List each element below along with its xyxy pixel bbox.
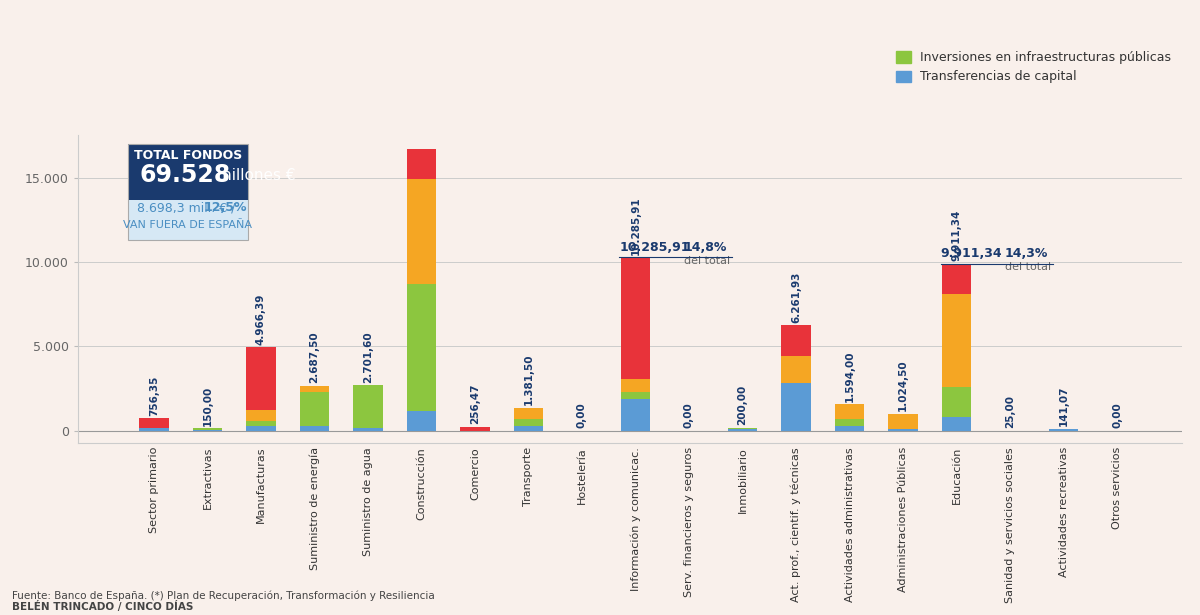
Text: 25,00: 25,00 [1006,395,1015,428]
Bar [514,426,544,431]
Text: 4.966,39: 4.966,39 [256,293,266,344]
Bar [835,426,864,431]
Text: 14,8%: 14,8% [684,241,727,254]
Bar [888,414,918,429]
Text: 200,00: 200,00 [738,385,748,425]
Bar [300,386,329,392]
Bar [300,426,329,431]
Text: 2.701,60: 2.701,60 [362,331,373,383]
Bar [246,347,276,410]
Bar [353,427,383,431]
Bar [128,144,247,240]
Text: 1.381,50: 1.381,50 [523,354,534,405]
Text: 69.528: 69.528 [139,163,230,187]
Bar [407,284,436,411]
Bar [620,392,650,399]
Bar [139,428,168,431]
Bar [461,427,490,431]
Text: BELÉN TRINCADO / CINCO DÍAS: BELÉN TRINCADO / CINCO DÍAS [12,601,193,612]
Bar [888,429,918,431]
Bar [620,399,650,431]
Bar [781,355,811,383]
Bar [128,144,247,199]
Text: 2.687,50: 2.687,50 [310,331,319,383]
Bar [942,417,971,431]
Bar [620,379,650,392]
Bar [407,179,436,284]
Legend: Inversiones en infraestructuras públicas, Transferencias de capital: Inversiones en infraestructuras públicas… [890,46,1176,89]
Text: 9.911,34: 9.911,34 [941,247,1002,260]
Bar [620,257,650,379]
Text: Fuente: Banco de España. (*) Plan de Recuperación, Transformación y Resiliencia: Fuente: Banco de España. (*) Plan de Rec… [12,591,434,601]
Bar [193,429,222,430]
Bar [781,325,811,355]
Bar [300,392,329,426]
Bar [246,426,276,431]
Text: millones €: millones € [212,167,295,183]
Text: 8.698,3 mill. € /: 8.698,3 mill. € / [137,202,239,215]
Text: 12,5%: 12,5% [204,202,247,215]
Text: 0,00: 0,00 [1112,403,1122,429]
Bar [514,419,544,426]
Bar [727,429,757,431]
Text: 150,00: 150,00 [203,386,212,426]
Bar [514,408,544,419]
Text: 0,00: 0,00 [577,403,587,429]
Bar [727,427,757,429]
Text: 756,35: 756,35 [149,375,158,416]
Text: del total: del total [684,256,730,266]
Text: 10.285,91: 10.285,91 [619,241,690,254]
Bar [246,410,276,421]
Bar [781,383,811,431]
Bar [353,386,383,427]
Text: 141,07: 141,07 [1058,386,1068,426]
Text: 1.594,00: 1.594,00 [845,350,854,402]
Text: 10.285,91: 10.285,91 [630,196,641,255]
Text: 0,00: 0,00 [684,403,694,429]
Text: del total: del total [1004,262,1051,272]
Text: VAN FUERA DE ESPAÑA: VAN FUERA DE ESPAÑA [124,220,252,230]
Text: 14,3%: 14,3% [1004,247,1048,260]
Bar [128,199,247,240]
Text: 256,47: 256,47 [470,384,480,424]
Bar [835,419,864,426]
Bar [139,418,168,428]
Bar [407,149,436,179]
Text: 9.911,34: 9.911,34 [952,210,961,261]
Bar [1049,429,1079,431]
Bar [942,387,971,417]
Bar [407,411,436,431]
Text: 6.261,93: 6.261,93 [791,271,802,323]
Bar [942,263,971,294]
Bar [246,421,276,426]
Text: TOTAL FONDOS: TOTAL FONDOS [133,149,242,162]
Bar [942,294,971,387]
Bar [835,404,864,419]
Text: 1.024,50: 1.024,50 [898,360,908,411]
